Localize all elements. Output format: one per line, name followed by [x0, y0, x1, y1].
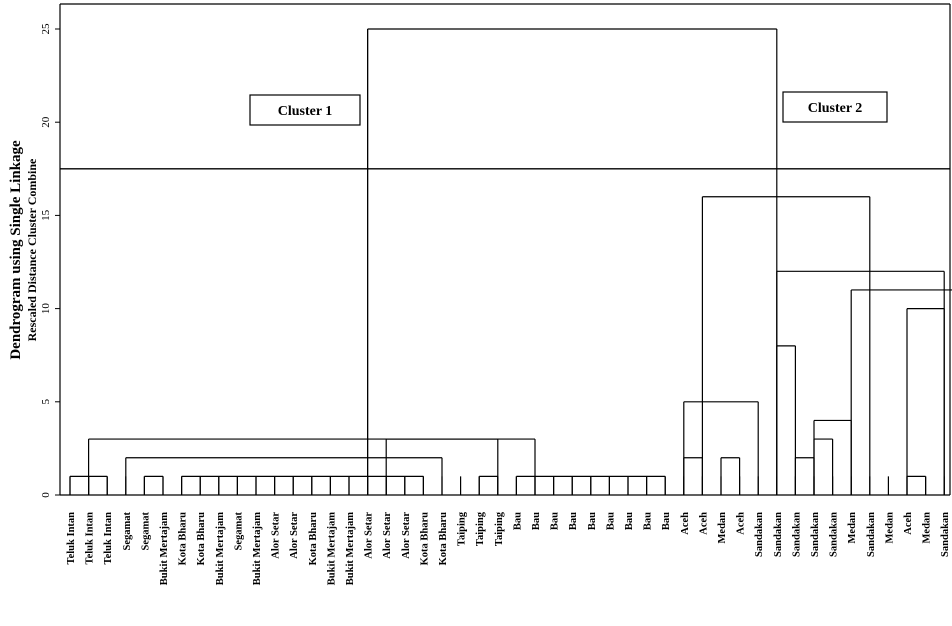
leaf-label: Kota Bharu	[308, 512, 319, 566]
leaf-label: Bau	[568, 512, 579, 530]
leaf-label: Segamat	[233, 512, 244, 551]
leaf-label: Teluk Intan	[66, 512, 77, 565]
leaf-label: Bau	[512, 512, 523, 530]
cluster-2-label-box: Cluster 2	[782, 91, 888, 123]
leaf-label: Bau	[531, 512, 542, 530]
leaf-label: Sandakan	[810, 512, 821, 557]
leaf-label: Bau	[605, 512, 616, 530]
y-tick-label: 0	[40, 492, 52, 498]
leaf-label: Bukit Mertajam	[159, 512, 170, 585]
leaf-label: Kota Bharu	[196, 512, 207, 566]
leaf-label: Bau	[550, 512, 561, 530]
y-tick-label: 20	[40, 116, 52, 128]
leaf-label: Medan	[884, 512, 895, 544]
leaf-label: Alor Setar	[364, 512, 375, 559]
leaf-label: Teluk Intan	[85, 512, 96, 565]
leaf-label: Kota Bharu	[178, 512, 189, 566]
leaf-label: Bau	[624, 512, 635, 530]
y-axis-label: Rescaled Distance Cluster Combine	[25, 158, 39, 341]
dendrogram-links	[69, 28, 952, 495]
leaf-label: Alor Setar	[271, 512, 282, 559]
leaf-label: Taiping	[494, 511, 505, 546]
leaf-label: Taiping	[475, 511, 486, 546]
leaf-label: Sandakan	[866, 512, 877, 557]
y-tick-label: 15	[40, 209, 52, 221]
leaf-label: Bukit Mertajam	[252, 512, 263, 585]
cluster-2-label: Cluster 2	[808, 101, 863, 116]
leaf-label: Aceh	[903, 512, 914, 535]
leaf-label: Sandakan	[754, 512, 765, 557]
leaf-label: Taiping	[457, 511, 468, 546]
y-tick-label: 10	[40, 303, 52, 315]
leaf-label: Bukit Mertajam	[345, 512, 356, 585]
leaf-label: Alor Setar	[289, 512, 300, 559]
cluster-1-label-box: Cluster 1	[249, 94, 361, 126]
leaf-labels: Teluk Intan Teluk Intan Teluk Intan Segamat…	[66, 511, 951, 585]
leaf-label: Bau	[661, 512, 672, 530]
leaf-label: Medan	[922, 512, 933, 544]
y-tick-label: 25	[40, 23, 52, 35]
leaf-label: Sandakan	[791, 512, 802, 557]
leaf-label: Alor Setar	[401, 512, 412, 559]
leaf-label: Kota Bharu	[438, 512, 449, 566]
leaf-label: Teluk Intan	[103, 512, 114, 565]
leaf-label: Bau	[643, 512, 654, 530]
leaf-label: Kota Bharu	[419, 512, 430, 566]
leaf-label: Medan	[847, 512, 858, 544]
leaf-label: Segamat	[140, 512, 151, 551]
y-tick-label: 5	[40, 399, 52, 405]
cluster-1-label: Cluster 1	[278, 104, 333, 119]
leaf-label: Sandakan	[940, 512, 951, 557]
leaf-label: Alor Setar	[382, 512, 393, 559]
y-axis-title: Dendrogram using Single Linkage	[8, 140, 24, 360]
leaf-label: Segamat	[122, 512, 133, 551]
leaf-label: Bukit Mertajam	[215, 512, 226, 585]
leaf-label: Medan	[717, 512, 728, 544]
leaf-label: Aceh	[680, 512, 691, 535]
leaf-label: Aceh	[736, 512, 747, 535]
leaf-label: Sandakan	[829, 512, 840, 557]
leaf-label: Bukit Mertajam	[326, 512, 337, 585]
leaf-label: Sandakan	[773, 512, 784, 557]
leaf-label: Aceh	[698, 512, 709, 535]
y-axis-ticks: 0 5 10 15 20 25	[40, 23, 60, 498]
plot-frame	[59, 3, 951, 496]
leaf-label: Bau	[587, 512, 598, 530]
